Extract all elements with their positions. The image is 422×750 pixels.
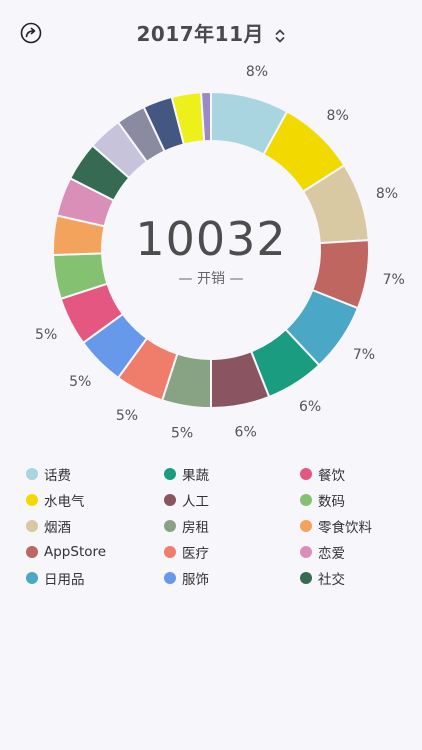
page-title: 2017年11月 (136, 22, 265, 46)
legend-swatch (26, 520, 38, 532)
legend-swatch (164, 546, 176, 558)
legend-label: 恋爱 (318, 546, 345, 562)
share-button[interactable] (20, 22, 42, 44)
legend-swatch (26, 572, 38, 584)
legend-label: 餐饮 (318, 468, 345, 484)
legend-swatch (300, 520, 312, 532)
legend-label: 烟酒 (44, 520, 71, 536)
legend-label: 零食饮料 (318, 520, 372, 536)
legend-swatch (300, 494, 312, 506)
legend-item[interactable]: 水电气 (26, 488, 85, 512)
legend-item[interactable]: AppStore (26, 540, 106, 564)
legend-label: 水电气 (44, 494, 85, 510)
legend-label: 日用品 (44, 572, 85, 588)
total-amount: 10032 (135, 212, 287, 266)
legend-swatch (164, 572, 176, 584)
legend-item[interactable]: 数码 (300, 488, 345, 512)
legend-item[interactable]: 日用品 (26, 566, 85, 590)
total-caption: — 开销 — (178, 271, 244, 287)
legend-label: 医疗 (182, 546, 209, 562)
slice-percent-label: 6% (235, 425, 257, 441)
slice-percent-label: 7% (353, 347, 375, 363)
legend-label: 数码 (318, 494, 345, 510)
legend-item[interactable]: 话费 (26, 462, 71, 486)
month-selector[interactable]: 2017年11月 (0, 18, 422, 47)
legend-swatch (26, 468, 38, 480)
legend-label: 话费 (44, 468, 71, 484)
legend-item[interactable]: 果蔬 (164, 462, 209, 486)
slice-percent-label: 5% (171, 426, 193, 442)
slice-percent-label: 5% (69, 374, 91, 390)
legend-item[interactable]: 社交 (300, 566, 345, 590)
legend-label: AppStore (44, 544, 107, 560)
slice-percent-label: 8% (376, 186, 398, 202)
legend-swatch (164, 468, 176, 480)
legend-item[interactable]: 服饰 (164, 566, 209, 590)
slice-percent-label: 8% (327, 108, 349, 124)
legend-item[interactable]: 医疗 (164, 540, 209, 564)
legend-swatch (164, 520, 176, 532)
legend-swatch (164, 494, 176, 506)
slice-percent-label: 7% (383, 272, 405, 288)
slice-percent-label: 5% (116, 408, 138, 424)
legend-label: 服饰 (182, 572, 209, 588)
legend-item[interactable]: 餐饮 (300, 462, 345, 486)
share-icon (20, 22, 42, 44)
slice-percent-label: 8% (246, 64, 268, 80)
legend-label: 社交 (318, 572, 345, 588)
legend-item[interactable]: 人工 (164, 488, 209, 512)
legend-label: 果蔬 (182, 468, 209, 484)
legend-item[interactable]: 烟酒 (26, 514, 71, 538)
slice-percent-label: 5% (35, 327, 57, 343)
legend-label: 房租 (182, 520, 209, 536)
legend-item[interactable]: 房租 (164, 514, 209, 538)
slice-percent-label: 6% (299, 399, 321, 415)
legend-swatch (26, 546, 38, 558)
legend-swatch (300, 546, 312, 558)
legend-swatch (26, 494, 38, 506)
legend-label: 人工 (182, 494, 209, 510)
legend-swatch (300, 468, 312, 480)
legend-item[interactable]: 恋爱 (300, 540, 345, 564)
chevron-up-down-icon (276, 29, 285, 42)
expense-donut-chart: 8% 8% 8% 7% 7% 6% 6% 5% 5% 5% 5% (35, 64, 405, 442)
donut-slice-20[interactable] (200, 90, 212, 143)
legend-item[interactable]: 零食饮料 (300, 514, 372, 538)
legend-swatch (300, 572, 312, 584)
